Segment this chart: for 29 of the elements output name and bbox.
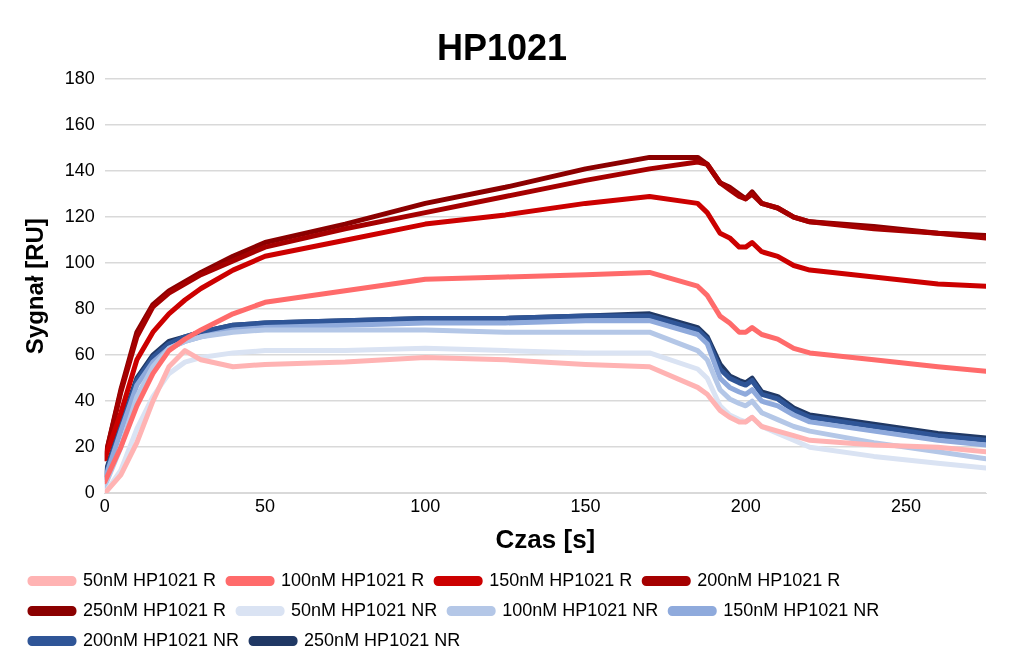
y-tick-label: 120 <box>64 206 95 227</box>
legend-label: 50nM HP1021 NR <box>291 599 438 620</box>
y-axis-title: Sygnał [RU] <box>21 218 49 355</box>
x-tick-label: 50 <box>255 495 276 516</box>
legend-label: 100nM HP1021 NR <box>502 599 659 620</box>
y-tick-label: 0 <box>84 482 95 503</box>
legend-label: 150nM HP1021 NR <box>723 599 880 620</box>
y-tick-label: 20 <box>74 436 95 457</box>
y-tick-label: 60 <box>74 344 95 365</box>
x-tick-label: 200 <box>730 495 761 516</box>
legend-label: 200nM HP1021 NR <box>83 629 240 650</box>
x-axis-title: Czas [s] <box>495 523 596 554</box>
x-tick-label: 250 <box>890 495 921 516</box>
legend-label: 250nM HP1021 NR <box>304 629 461 650</box>
y-tick-label: 140 <box>64 160 95 181</box>
y-tick-label: 100 <box>64 252 95 273</box>
y-tick-label: 160 <box>64 114 95 135</box>
chart-title: HP1021 <box>436 26 568 68</box>
x-tick-label: 0 <box>99 495 110 516</box>
y-tick-label: 40 <box>74 390 95 411</box>
legend-label: 250nM HP1021 R <box>83 599 227 620</box>
x-tick-label: 100 <box>410 495 441 516</box>
y-tick-label: 80 <box>74 298 95 319</box>
legend-label: 150nM HP1021 R <box>489 569 633 590</box>
legend-label: 200nM HP1021 R <box>697 569 841 590</box>
x-tick-label: 150 <box>570 495 601 516</box>
legend-label: 100nM HP1021 R <box>281 569 425 590</box>
y-tick-label: 180 <box>64 68 95 89</box>
legend-label: 50nM HP1021 R <box>83 569 217 590</box>
